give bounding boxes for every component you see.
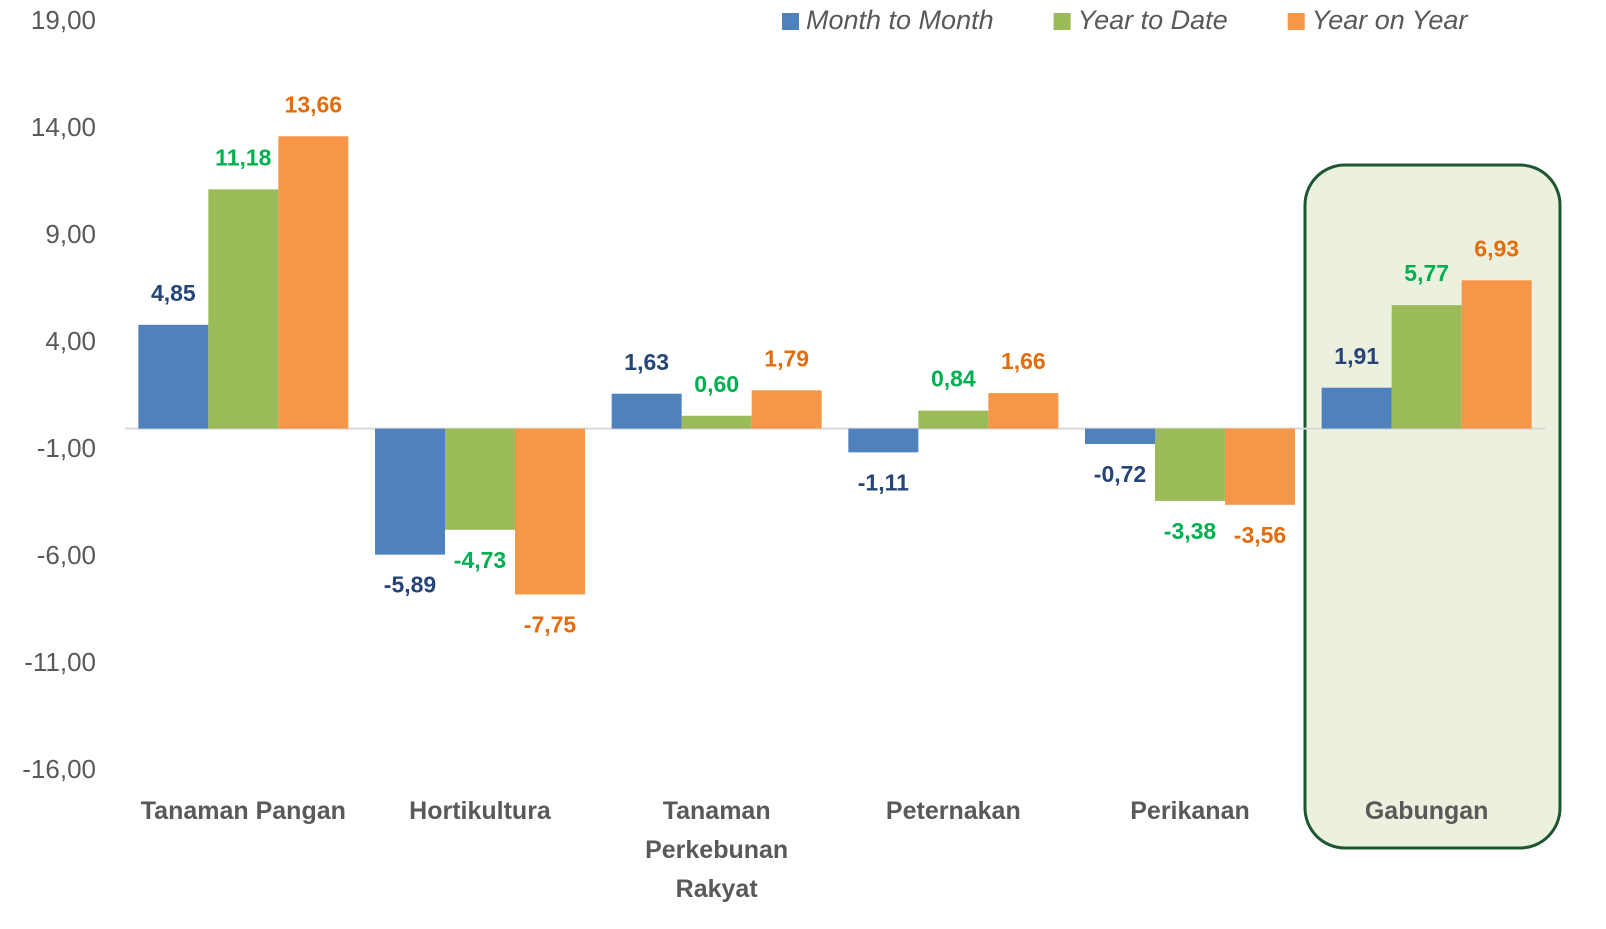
bar: [375, 428, 445, 555]
x-tick-label: Gabungan: [1364, 797, 1489, 825]
y-tick-label: 19,00: [31, 5, 96, 35]
data-label: 1,79: [764, 345, 809, 371]
y-tick-label: -16,00: [22, 754, 96, 784]
bar: [515, 428, 585, 595]
data-label: 1,63: [624, 349, 669, 375]
data-label: 13,66: [285, 91, 343, 117]
legend-label: Month to Month: [806, 5, 994, 35]
data-label: -5,89: [384, 572, 436, 598]
x-tick-label: Peternakan: [885, 797, 1021, 825]
data-label: 0,60: [694, 371, 739, 397]
bar: [611, 393, 682, 429]
bar: [988, 393, 1059, 429]
data-label: 11,18: [215, 144, 271, 170]
bar: [1085, 428, 1155, 445]
x-tick-label: Hortikultura: [409, 797, 551, 825]
bar: [138, 324, 209, 429]
legend-label: Year to Date: [1078, 5, 1228, 35]
y-tick-label: -6,00: [37, 540, 96, 570]
legend-swatch: [1287, 13, 1305, 30]
bar: [1225, 428, 1295, 505]
bar: [1155, 428, 1225, 501]
bar: [1461, 280, 1532, 429]
data-label: -3,56: [1234, 522, 1286, 548]
x-tick-label: Tanaman Perkebunan Rakyat: [645, 797, 789, 903]
data-label: 5,77: [1404, 260, 1449, 286]
x-tick-label: Tanaman Pangan: [140, 797, 346, 825]
data-label: -1,11: [858, 469, 909, 495]
data-label: 4,85: [151, 280, 196, 306]
bar: [848, 428, 919, 453]
legend-swatch: [1053, 13, 1071, 30]
bar: [1321, 387, 1392, 429]
data-label: -0,72: [1094, 461, 1146, 487]
bar: [918, 410, 989, 429]
data-label: 1,66: [1001, 348, 1046, 374]
bar: [445, 428, 515, 530]
legend-swatch: [782, 13, 799, 30]
legend-label: Year on Year: [1312, 5, 1469, 35]
y-tick-label: -11,00: [24, 647, 96, 677]
bar: [1391, 305, 1462, 429]
y-tick-label: -1,00: [37, 433, 96, 463]
data-label: 0,84: [931, 366, 976, 392]
x-tick-label: Perikanan: [1130, 797, 1250, 825]
y-tick-label: 9,00: [45, 219, 96, 249]
bar: [278, 136, 349, 429]
y-tick-label: 14,00: [31, 112, 96, 142]
data-label: 1,91: [1334, 343, 1379, 369]
bar: [681, 415, 752, 429]
bar: [208, 189, 279, 429]
data-label: 6,93: [1474, 235, 1519, 261]
bar: [751, 390, 822, 429]
y-tick-label: 4,00: [45, 326, 96, 356]
data-label: -3,38: [1164, 518, 1217, 544]
data-label: -7,75: [524, 612, 577, 638]
data-label: -4,73: [454, 547, 506, 573]
